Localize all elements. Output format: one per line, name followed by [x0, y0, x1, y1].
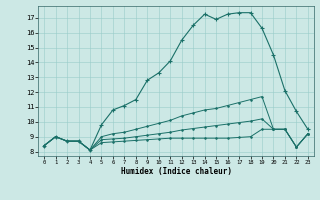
X-axis label: Humidex (Indice chaleur): Humidex (Indice chaleur): [121, 167, 231, 176]
